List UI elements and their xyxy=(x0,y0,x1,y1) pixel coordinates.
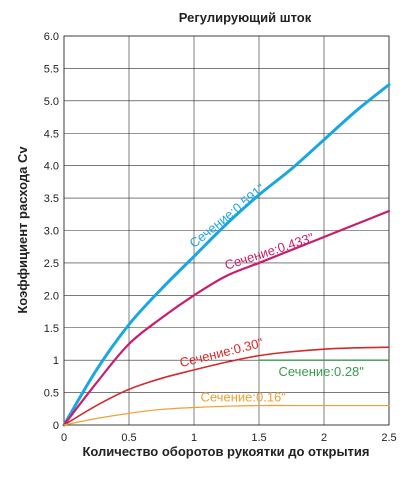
y-tick-label: 5.5 xyxy=(44,63,59,75)
y-tick-label: 1.5 xyxy=(44,323,59,335)
series-line xyxy=(63,404,390,426)
series-label: Сечение:0.16" xyxy=(201,390,287,405)
x-tick-label: 2.5 xyxy=(381,432,396,444)
plot-frame xyxy=(63,35,390,426)
y-tick-label: 6.0 xyxy=(44,31,59,43)
series-label: Сечение:0.28" xyxy=(279,364,365,379)
series-label: Сечение:0.30" xyxy=(178,335,265,370)
y-axis-label: Коэффициент расхода Cv xyxy=(15,146,30,314)
series-label: Сечение:0.433" xyxy=(223,230,316,273)
x-tick-label: 2 xyxy=(321,432,327,444)
x-tick-label: 0 xyxy=(61,432,67,444)
chart-title: Регулирующий шток xyxy=(179,10,312,25)
series-line xyxy=(63,346,390,426)
series-label: Сечение:0.591" xyxy=(186,181,268,251)
y-tick-label: 4.0 xyxy=(44,161,59,173)
y-tick-label: 5.0 xyxy=(44,96,59,108)
x-axis-ticks: 0 0.5 1 1.5 2 2.5 xyxy=(61,432,397,444)
x-tick-label: 1 xyxy=(191,432,197,444)
y-tick-label: 1 xyxy=(53,355,59,367)
y-tick-label: 4.5 xyxy=(44,128,59,140)
y-tick-label: 3.0 xyxy=(44,226,59,238)
x-tick-label: 0.5 xyxy=(121,432,136,444)
y-axis-ticks: 0 0.5 1 1.5 2.0 2.5 3.0 3.5 4.0 4.5 5.0 5.5 6.0 xyxy=(44,31,59,432)
series-lines xyxy=(62,83,391,427)
x-tick-label: 1.5 xyxy=(251,432,266,444)
series-line xyxy=(62,209,391,427)
y-tick-label: 2.5 xyxy=(44,258,59,270)
y-tick-label: 2.0 xyxy=(44,290,59,302)
x-axis-label: Количество оборотов рукоятки до открытия xyxy=(82,444,369,459)
series-line xyxy=(62,83,391,427)
series-labels: Сечение:0.591"Сечение:0.433" Сечение:0.30… xyxy=(178,181,364,405)
y-tick-label: 0.5 xyxy=(44,388,59,400)
y-tick-label: 3.5 xyxy=(44,193,59,205)
y-tick-label: 0 xyxy=(53,420,59,432)
